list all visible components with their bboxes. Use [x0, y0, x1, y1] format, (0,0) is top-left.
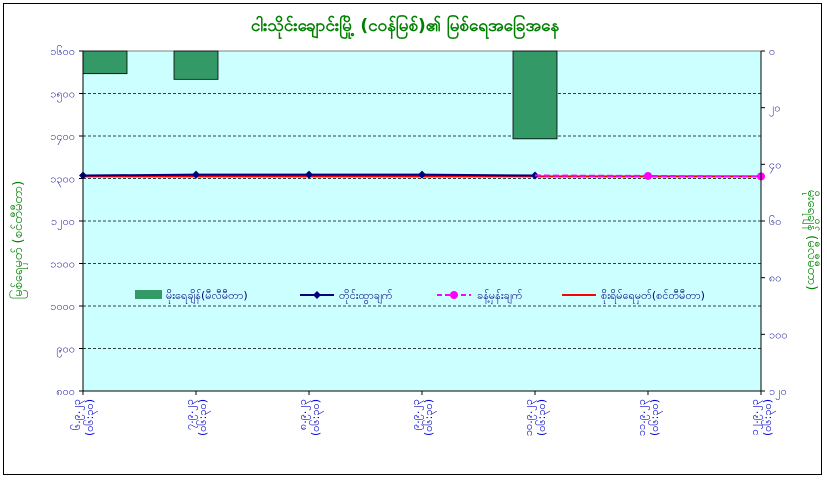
legend-swatch-rainfall [135, 290, 162, 299]
rainfall-bars [82, 50, 558, 140]
left-tick-label: ၁၁၀၀ [50, 258, 75, 271]
x-tick-label: ၆.၉.၂၃ (၀၆:၃၀) [70, 399, 98, 436]
x-tick-label-date: ၁၁.၉.၂၃ [635, 399, 650, 436]
x-tick-label: ၈.၉.၂၃ (၀၆:၃၀) [296, 399, 324, 436]
right-tick-label: ၈၀ [769, 272, 781, 285]
x-tick-label-time: (၀၆:၃၀) [648, 399, 663, 436]
x-tick-label-time: (၀၆:၃၀) [83, 399, 98, 436]
rain-bar [82, 50, 128, 75]
right-tick-label: ၆၀ [769, 215, 781, 228]
legend-label-measured: တိုင်းထွာချက် [339, 289, 393, 304]
x-tick-label-time: (၀၆:၃၀) [761, 399, 776, 436]
left-tick-label: ၁၆၀၀ [50, 45, 75, 58]
rain-bar [512, 50, 558, 140]
measured-point [418, 170, 426, 179]
right-tick-label: ၁၂၀ [769, 385, 787, 400]
x-tick-label-date: ၇.၉.၂၃ [183, 399, 198, 430]
right-tick-label: ၁၀၀ [769, 328, 788, 341]
x-tick-label-time: (၀၆:၃၀) [196, 399, 211, 436]
x-tick-label-date: ၁၀.၉.၂၃ [522, 399, 537, 436]
x-tick-label-time: (၀၆:၃၀) [422, 399, 437, 436]
x-tick-label-date: ၁၂.၉.၂၃ [748, 399, 763, 435]
x-axis-ticks: ၆.၉.၂၃ (၀၆:၃၀) ၇.၉.၂၃ (၀၆:၃၀) ၈.၉.၂၃ (၀၆:၃၀) ၉… [70, 391, 776, 436]
x-tick-label: ၉.၉.၂၃ (၀၆:၃၀) [409, 399, 437, 436]
left-axis-label: မြစ်ရေမှတ် (စင်တီမီတာ) [9, 181, 28, 299]
measured-point [305, 170, 313, 179]
measured-point [192, 170, 200, 179]
rain-bar [173, 50, 219, 80]
left-tick-label: ၁၂၀၀ [51, 215, 75, 230]
right-axis-label: မိုးရေချိန် (မီလီမီတာ) [802, 190, 820, 291]
x-tick-label-date: ၉.၉.၂၃ [409, 399, 424, 430]
x-tick-label-time: (၀၆:၃၀) [535, 399, 550, 436]
x-tick-label: ၁၀.၉.၂၃ (၀၆:၃၀) [522, 399, 550, 436]
legend-marker-forecast [450, 291, 458, 299]
x-tick-label: ၇.၉.၂၃ (၀၆:၃၀) [183, 399, 211, 436]
x-tick-label-date: ၈.၉.၂၃ [296, 399, 311, 430]
left-axis-ticks: ၈၀၀ ၉၀၀ ၁၀၀၀ ၁၁၀၀ ၁၂၀၀ ၁၃၀၀ ၁၄၀၀ ၁၅၀၀ ၁၆၀၀ [50, 45, 83, 398]
x-tick-label: ၁၁.၉.၂၃ (၀၆:၃၀) [635, 399, 663, 436]
right-tick-label: ၀ [769, 45, 775, 58]
forecast-point [644, 171, 652, 180]
left-tick-label: ၁၃၀၀ [50, 173, 75, 188]
left-tick-label: ၁၄၀၀ [50, 130, 75, 145]
legend-marker-measured [313, 291, 321, 299]
x-tick-label: ၁၂.၉.၂၃ (၀၆:၃၀) [748, 399, 776, 436]
left-tick-label: ၁၅၀၀ [50, 88, 75, 103]
legend: မိုးရေချိန်(မီလီမီတာ) တိုင်းထွာချက် ခန့်… [135, 289, 705, 304]
chart-title: ငါးသိုင်းချောင်းမြို့ (ငဝန်မြစ်)၏ မြစ်ရေ… [251, 13, 560, 40]
left-tick-label: ၈၀၀ [56, 385, 75, 398]
left-tick-label: ၉၀၀ [56, 343, 75, 358]
x-tick-label-date: ၆.၉.၂၃ [70, 399, 85, 430]
legend-label-danger: စိုးရိမ်ရေမှတ်(စင်တီမီတာ) [601, 289, 705, 304]
legend-label-forecast: ခန့်မှန်းချက် [477, 289, 523, 304]
legend-label-rainfall: မိုးရေချိန်(မီလီမီတာ) [166, 289, 248, 304]
left-tick-label: ၁၀၀၀ [50, 300, 75, 313]
right-tick-label: ၂၀ [769, 102, 781, 117]
right-tick-label: ၄၀ [769, 158, 781, 173]
x-tick-label-time: (၀၆:၃၀) [309, 399, 324, 436]
